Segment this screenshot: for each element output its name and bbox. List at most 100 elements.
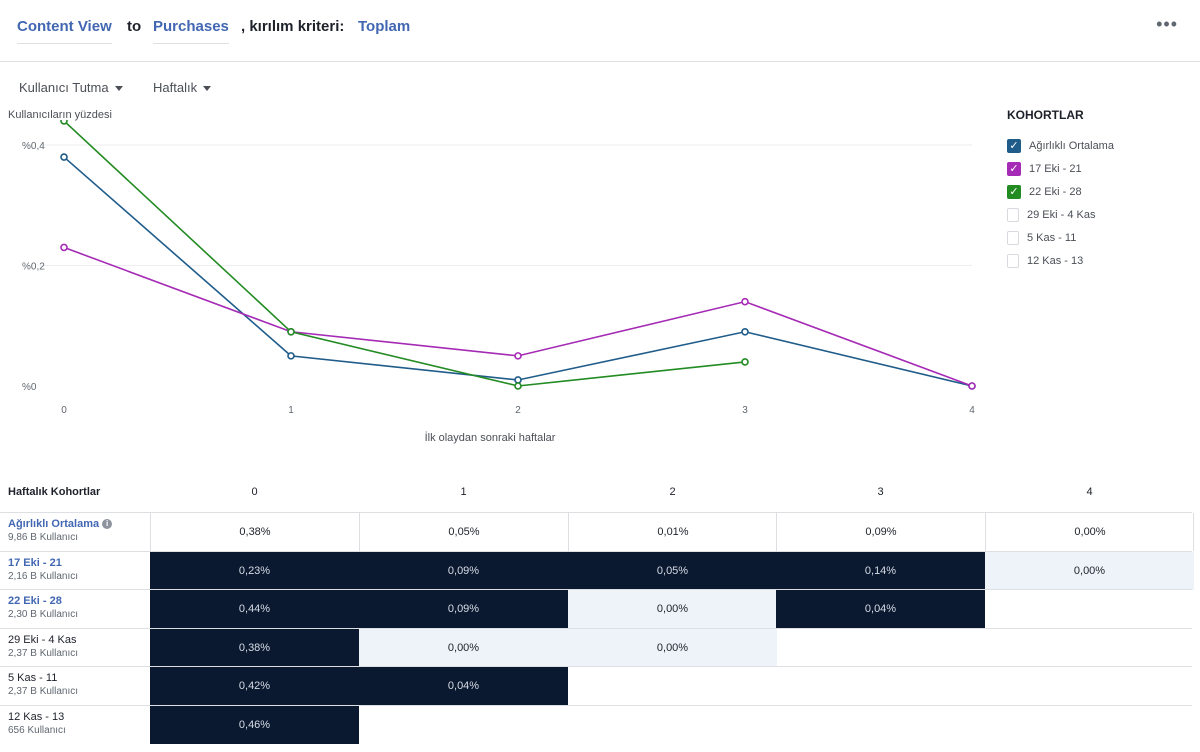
retention-cell[interactable]: 0,14%	[776, 551, 985, 590]
cohort-label: 12 Kas - 13 656 Kullanıcı	[8, 711, 148, 736]
retention-cell[interactable]: 0,42%	[150, 667, 359, 705]
cell-divider	[1193, 513, 1194, 551]
x-tick-label: 1	[288, 405, 294, 416]
retention-cell[interactable]: 0,09%	[359, 551, 568, 590]
data-point	[741, 327, 749, 336]
checkbox-unchecked-icon[interactable]	[1007, 230, 1019, 245]
cohort-label: Ağırlıklı Ortalama i 9,86 B Kullanıcı	[8, 518, 148, 543]
target-event-selector[interactable]: Purchases	[153, 18, 229, 44]
cohort-name-text: 17 Eki - 21	[8, 556, 62, 569]
cohort-name: 29 Eki - 4 Kas	[8, 634, 148, 646]
cohort-table: Haftalık Kohortlar 0 1 2 3 4 Ağırlıklı Ortal…	[0, 478, 1194, 744]
data-point	[514, 352, 522, 360]
column-header: 3	[877, 486, 884, 498]
series-line	[63, 120, 746, 387]
chevron-down-icon	[203, 86, 212, 92]
y-tick-label: %0	[22, 382, 37, 393]
retention-cell[interactable]: 0,44%	[150, 590, 359, 628]
legend-item-label: 12 Kas - 13	[1027, 254, 1084, 267]
legend-item-label: Ağırlıklı Ortalama	[1029, 139, 1114, 152]
cohort-label: 17 Eki - 21 2,16 B Kullanıcı	[8, 557, 148, 582]
legend-item[interactable]: ✓ Ağırlıklı Ortalama	[1007, 134, 1114, 157]
retention-cell[interactable]: 0,09%	[776, 513, 985, 551]
data-point	[968, 382, 976, 390]
retention-cell[interactable]: 0,04%	[776, 590, 985, 628]
data-point	[514, 382, 522, 390]
retention-cell[interactable]: 0,00%	[985, 551, 1194, 590]
checkbox-unchecked-icon[interactable]	[1007, 253, 1019, 268]
cohort-name[interactable]: 17 Eki - 21	[8, 557, 148, 569]
retention-cell[interactable]: 0,00%	[985, 513, 1194, 551]
column-header: 4	[1086, 486, 1093, 498]
retention-cell[interactable]: 0,00%	[568, 628, 777, 667]
table-row: 22 Eki - 28 2,30 B Kullanıcı 0,44% 0,09% 0,0…	[0, 589, 1192, 628]
checkbox-unchecked-icon[interactable]	[1007, 207, 1019, 222]
info-icon[interactable]: i	[102, 519, 113, 529]
legend-item-label: 5 Kas - 11	[1027, 231, 1077, 244]
column-header: 0	[251, 486, 258, 498]
data-point	[514, 376, 522, 384]
source-event-selector[interactable]: Content View	[17, 18, 112, 44]
y-tick-label: %0,2	[22, 262, 45, 273]
checkbox-checked-icon[interactable]: ✓	[1007, 184, 1021, 199]
data-point	[60, 153, 68, 161]
legend-item[interactable]: 29 Eki - 4 Kas	[1007, 203, 1114, 226]
view-dropdown[interactable]: Kullanıcı Tutma	[19, 80, 123, 95]
cohort-name[interactable]: 22 Eki - 28	[8, 595, 148, 607]
checkbox-checked-icon[interactable]: ✓	[1007, 138, 1021, 153]
column-header: 2	[669, 486, 676, 498]
table-row: Ağırlıklı Ortalama i 9,86 B Kullanıcı 0,38%…	[0, 512, 1194, 551]
retention-cell[interactable]: 0,38%	[150, 513, 359, 551]
table-row: 12 Kas - 13 656 Kullanıcı 0,46%	[0, 704, 1192, 744]
data-point	[287, 327, 295, 336]
cohort-user-count: 2,16 B Kullanıcı	[8, 570, 79, 582]
retention-cell[interactable]: 0,05%	[568, 551, 777, 590]
view-dropdown-label: Kullanıcı Tutma	[19, 80, 109, 95]
retention-cell[interactable]: 0,04%	[359, 667, 568, 705]
column-header: 1	[460, 486, 467, 498]
retention-cell[interactable]: 0,01%	[568, 513, 777, 551]
retention-cell[interactable]: 0,00%	[359, 628, 568, 667]
legend-item[interactable]: ✓ 17 Eki - 21	[1007, 157, 1114, 180]
retention-cell[interactable]: 0,38%	[150, 628, 359, 667]
legend-item[interactable]: ✓ 22 Eki - 28	[1007, 180, 1114, 203]
table-header-label: Haftalık Kohortlar	[8, 486, 101, 498]
legend-item[interactable]: 12 Kas - 13	[1007, 249, 1114, 272]
period-dropdown[interactable]: Haftalık	[153, 80, 212, 95]
retention-line-chart: %0 %0,2 %0,4 0 1 2 3 4	[22, 120, 976, 416]
cohort-name-text: Ağırlıklı Ortalama	[8, 518, 100, 530]
legend-item-label: 22 Eki - 28	[1029, 185, 1082, 198]
table-header: Haftalık Kohortlar 0 1 2 3 4	[0, 478, 1192, 512]
x-tick-label: 2	[515, 405, 521, 416]
cohort-name: 12 Kas - 13	[8, 711, 148, 723]
x-axis-title: İlk olaydan sonraki haftalar	[424, 432, 556, 444]
retention-cell[interactable]: 0,00%	[568, 590, 777, 628]
cohort-label: 29 Eki - 4 Kas 2,37 B Kullanıcı	[8, 634, 148, 659]
retention-cell[interactable]: 0,23%	[150, 551, 359, 590]
more-options-icon[interactable]: •••	[1156, 14, 1178, 34]
cohort-legend: KOHORTLAR ✓ Ağırlıklı Ortalama ✓ 17 Eki - 2…	[1007, 108, 1114, 272]
retention-cell[interactable]: 0,05%	[359, 513, 568, 551]
x-tick-label: 3	[742, 405, 748, 416]
cohort-user-count: 9,86 B Kullanıcı	[8, 532, 79, 543]
cohort-name[interactable]: Ağırlıklı Ortalama i	[8, 518, 148, 530]
cohort-user-count: 2,37 B Kullanıcı	[8, 647, 79, 659]
table-row: 17 Eki - 21 2,16 B Kullanıcı 0,23% 0,09% 0,0…	[0, 550, 1194, 590]
retention-cell[interactable]: 0,09%	[359, 590, 568, 628]
x-tick-label: 0	[61, 405, 67, 416]
cohort-user-count: 656 Kullanıcı	[8, 724, 66, 736]
legend-item-label: 17 Eki - 21	[1029, 162, 1082, 175]
retention-cell[interactable]: 0,46%	[150, 705, 359, 744]
legend-item[interactable]: 5 Kas - 11	[1007, 226, 1114, 249]
breakdown-selector[interactable]: Toplam	[358, 18, 411, 35]
y-axis-title: Kullanıcıların yüzdesi	[8, 109, 112, 121]
data-point	[741, 297, 749, 306]
data-point	[741, 358, 749, 366]
table-row: 5 Kas - 11 2,37 B Kullanıcı 0,42% 0,04%	[0, 666, 1192, 705]
x-tick-label: 4	[969, 405, 975, 416]
cohort-label: 22 Eki - 28 2,30 B Kullanıcı	[8, 595, 148, 620]
series-line	[63, 246, 973, 387]
checkbox-checked-icon[interactable]: ✓	[1007, 161, 1021, 176]
cohort-name-text: 29 Eki - 4 Kas	[8, 633, 77, 646]
chevron-down-icon	[114, 86, 123, 92]
